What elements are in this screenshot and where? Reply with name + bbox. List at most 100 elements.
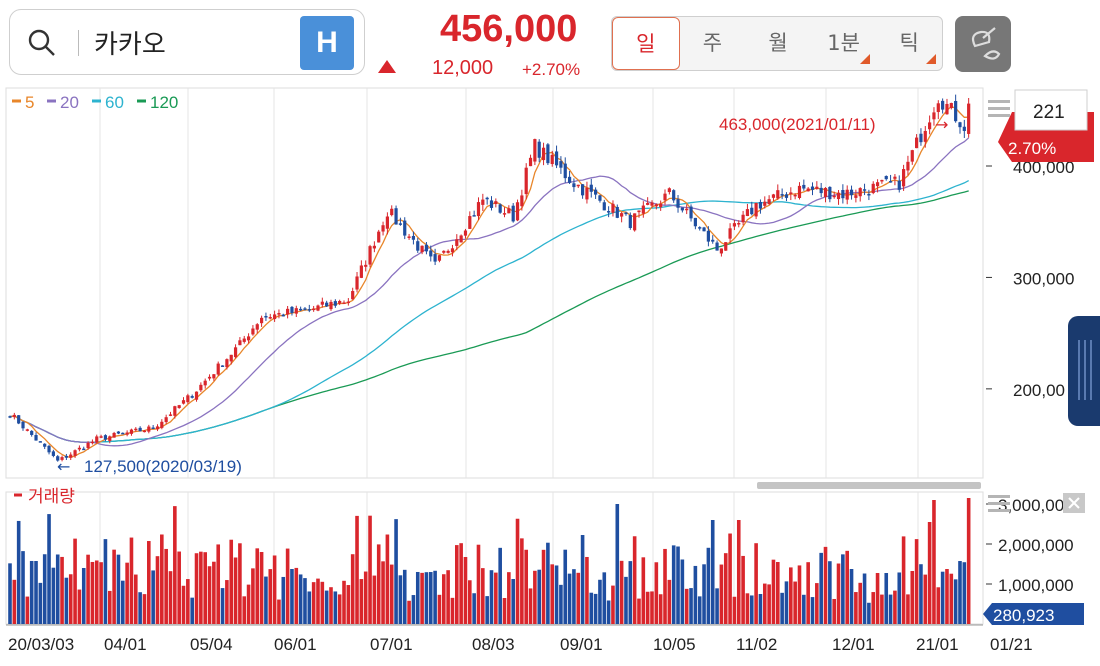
candle-body xyxy=(672,190,676,201)
candle-body xyxy=(346,301,350,304)
candle-body xyxy=(602,202,606,211)
volume-bar xyxy=(212,561,216,624)
candle-body xyxy=(915,137,919,149)
volume-bar xyxy=(745,593,750,624)
candle-body xyxy=(802,184,806,189)
volume-bar xyxy=(641,557,646,624)
candle-body xyxy=(320,301,324,305)
stock-search-box[interactable]: 카카오 H xyxy=(9,9,365,75)
candle-body xyxy=(472,215,476,217)
volume-bar xyxy=(619,560,624,624)
volume-bar xyxy=(880,594,884,624)
candle-body xyxy=(910,150,914,162)
candle-body xyxy=(108,436,112,441)
candle-body xyxy=(654,204,658,207)
candle-body xyxy=(277,313,281,315)
volume-bar xyxy=(42,554,47,624)
tab-minute[interactable]: 1분 xyxy=(811,17,877,70)
volume-bar xyxy=(398,575,403,624)
volume-bar xyxy=(21,551,25,624)
candle-body xyxy=(641,205,645,214)
volume-bar xyxy=(945,569,949,624)
candle-body xyxy=(398,223,403,225)
volume-bar xyxy=(251,568,255,624)
volume-bar xyxy=(64,577,69,624)
volume-bar xyxy=(394,519,398,624)
volume-bar xyxy=(871,592,876,624)
volume-bar xyxy=(186,579,190,624)
candle-body xyxy=(229,354,233,362)
candle-body xyxy=(884,176,888,180)
volume-bar xyxy=(441,574,446,624)
volume-bar xyxy=(298,574,303,624)
volume-bar xyxy=(94,560,99,624)
volume-bar xyxy=(437,594,442,624)
stock-name[interactable]: 카카오 xyxy=(94,30,166,60)
candle-body xyxy=(594,189,598,195)
badge-change-rate: 2.70% xyxy=(1008,139,1056,158)
candle-body xyxy=(589,184,593,192)
volume-bar xyxy=(533,570,537,624)
volume-bar xyxy=(125,562,129,624)
close-icon[interactable] xyxy=(1063,493,1085,513)
candle-body xyxy=(832,195,836,198)
candle-body xyxy=(342,302,346,304)
candle-body xyxy=(181,400,186,404)
volume-bar xyxy=(910,570,915,624)
volume-bar xyxy=(190,597,194,624)
candle-body xyxy=(121,432,125,435)
volume-bar xyxy=(689,588,693,624)
volume-bar xyxy=(151,570,155,624)
candle-body xyxy=(30,430,34,435)
candle-body xyxy=(333,301,337,306)
high-arrow-icon: → xyxy=(935,115,948,134)
drawing-tool-button[interactable] xyxy=(955,16,1011,72)
volume-bar xyxy=(389,564,394,624)
candle-body xyxy=(216,363,220,375)
candle-body xyxy=(724,242,728,251)
candle-body xyxy=(12,414,16,418)
volume-bar xyxy=(576,572,581,624)
candle-body xyxy=(238,340,242,346)
candle-body xyxy=(893,176,897,179)
search-icon[interactable] xyxy=(28,29,56,57)
volume-bar xyxy=(732,596,737,624)
h-button[interactable]: H xyxy=(300,16,354,70)
side-panel-handle[interactable] xyxy=(1068,316,1100,426)
tab-tick[interactable]: 틱 xyxy=(876,17,942,70)
tab-week[interactable]: 주 xyxy=(702,31,723,55)
candle-body xyxy=(715,242,719,251)
x-tick-label: 10/05 xyxy=(653,635,696,654)
tab-month[interactable]: 월 xyxy=(768,31,788,55)
volume-bar xyxy=(598,579,602,624)
candle-body xyxy=(77,447,82,450)
menu-icon[interactable] xyxy=(988,495,1010,516)
candle-body xyxy=(142,430,147,433)
volume-bar xyxy=(893,590,897,624)
candle-body xyxy=(737,223,741,225)
volume-bar xyxy=(112,549,116,624)
legend-label: 120 xyxy=(150,93,178,112)
volume-bar xyxy=(563,549,568,624)
tab-minute-label: 1분 xyxy=(827,31,860,55)
candle-body xyxy=(567,176,572,183)
candle-body xyxy=(537,141,541,158)
menu-icon[interactable] xyxy=(988,100,1010,121)
volume-bar xyxy=(90,561,95,624)
candle-body xyxy=(771,194,776,198)
tab-day[interactable]: 일 xyxy=(612,17,680,70)
volume-bar xyxy=(25,596,30,624)
candle-body xyxy=(47,445,51,453)
candle-body xyxy=(351,291,355,300)
candle-body xyxy=(858,188,862,197)
candle-body xyxy=(481,199,485,205)
candle-body xyxy=(273,314,277,320)
volume-bar xyxy=(99,562,103,624)
candle-body xyxy=(468,216,472,229)
candle-body xyxy=(680,207,684,211)
candle-body xyxy=(329,301,333,310)
candle-body xyxy=(867,193,871,196)
volume-bar xyxy=(832,598,836,624)
volume-bar xyxy=(376,544,381,624)
candle-body xyxy=(810,186,815,190)
